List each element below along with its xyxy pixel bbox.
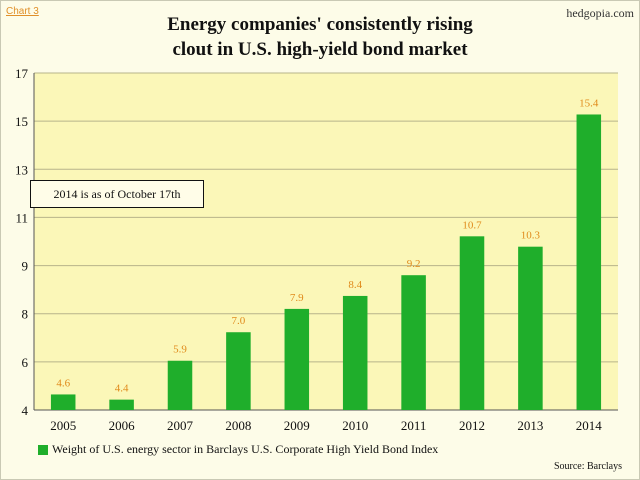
bar [401,275,426,410]
data-label: 7.9 [290,292,304,304]
legend: Weight of U.S. energy sector in Barclays… [38,442,438,457]
y-tick-label: 15 [15,114,28,129]
chart-title-line-1: Energy companies' consistently rising [167,14,473,35]
data-label: 5.9 [173,344,187,356]
y-tick-label: 17 [15,66,29,81]
x-tick-label: 2008 [225,418,251,433]
bar [459,236,485,410]
bar [518,246,543,410]
legend-label: Weight of U.S. energy sector in Barclays… [52,442,439,456]
x-tick-label: 2012 [459,418,485,433]
y-tick-label: 11 [15,210,28,225]
chart-title: Energy companies' consistently rising cl… [0,12,640,62]
date-note-box: 2014 is as of October 17th [30,180,204,208]
x-tick-label: 2006 [109,418,136,433]
y-tick-label: 4 [22,403,29,418]
data-label: 15.4 [579,97,599,109]
y-tick-label: 13 [15,162,28,177]
bar [226,332,251,410]
data-label: 4.4 [115,383,129,395]
bar [284,308,310,410]
data-label: 4.6 [56,377,70,389]
bar [167,360,193,410]
bar [109,399,134,410]
y-tick-label: 6 [22,355,29,370]
data-label: 9.2 [407,258,421,270]
x-tick-label: 2014 [576,418,603,433]
x-tick-label: 2013 [517,418,543,433]
chart-title-line-2: clout in U.S. high-yield bond market [172,39,468,60]
data-label: 10.3 [521,230,541,242]
source-note: Source: Barclays [553,461,622,472]
bar [342,295,368,410]
data-label: 7.0 [232,315,246,327]
x-tick-label: 2010 [342,418,368,433]
x-tick-label: 2011 [401,418,427,433]
bar [50,394,76,410]
chart-number-link[interactable]: Chart 3 [6,6,39,17]
x-tick-label: 2009 [284,418,310,433]
bar [576,114,602,410]
brand-watermark: hedgopia.com [566,6,634,20]
data-label: 10.7 [462,219,482,231]
y-tick-label: 9 [22,259,29,274]
x-tick-label: 2007 [167,418,194,433]
legend-swatch [38,444,48,455]
data-label: 8.4 [348,279,362,291]
y-tick-label: 8 [22,307,29,322]
x-tick-label: 2005 [50,418,76,433]
